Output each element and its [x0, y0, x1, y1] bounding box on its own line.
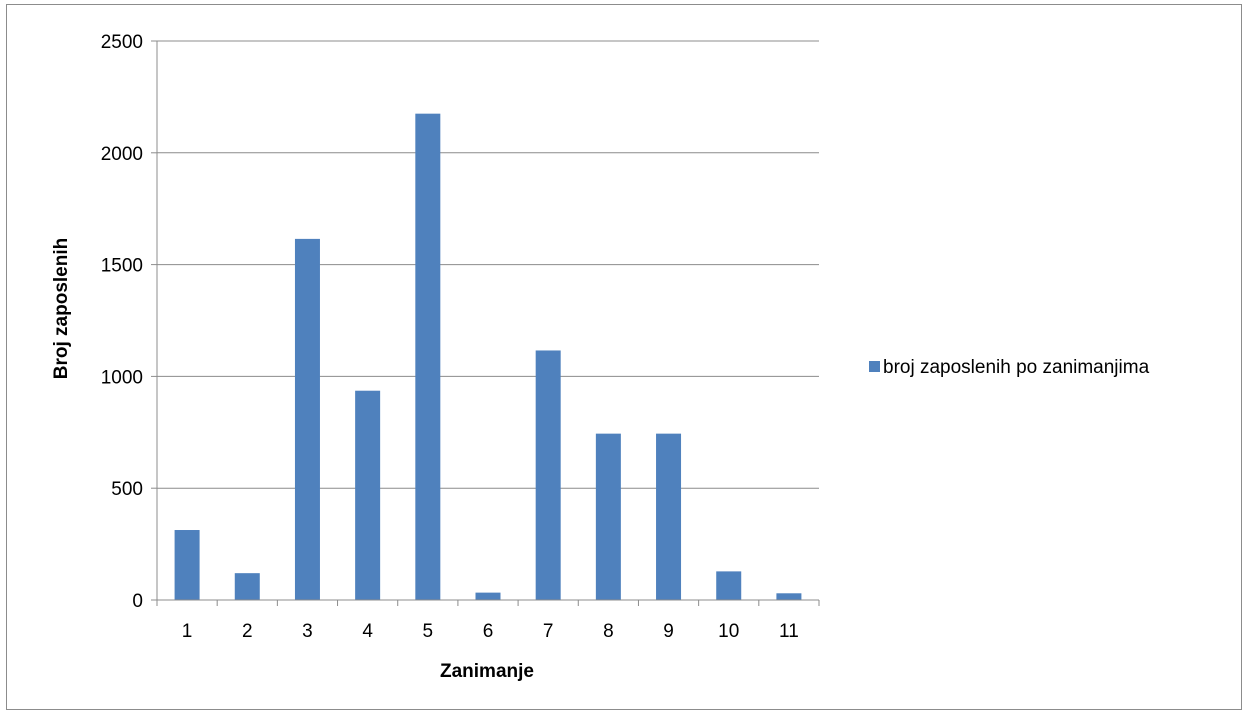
- gridlines: [151, 40, 819, 601]
- bar: [355, 390, 381, 600]
- y-tick-label: 1000: [101, 367, 143, 388]
- x-tick-label: 5: [423, 621, 434, 642]
- x-tick-label: 1: [182, 621, 193, 642]
- x-tick-label: 8: [603, 621, 614, 642]
- bar: [234, 573, 260, 600]
- x-tick-label: 9: [663, 621, 674, 642]
- y-tick-labels: 0 500 1000 1500 2000 2500: [101, 32, 143, 612]
- x-tick-label: 3: [302, 621, 313, 642]
- legend: broj zaposlenih po zanimanjima: [869, 357, 1150, 378]
- x-tick-label: 11: [779, 621, 799, 642]
- x-tick-label: 2: [242, 621, 253, 642]
- x-tick-label: 10: [718, 621, 739, 642]
- bar: [475, 592, 501, 600]
- x-tick-label: 6: [483, 621, 494, 642]
- legend-label: broj zaposlenih po zanimanjima: [883, 357, 1150, 378]
- axes: [156, 41, 820, 606]
- x-axis-title: Zanimanje: [440, 661, 534, 682]
- bar: [716, 571, 742, 600]
- x-tick-label: 7: [543, 621, 554, 642]
- bar: [656, 433, 682, 600]
- x-tick-label: 4: [362, 621, 373, 642]
- bar: [174, 530, 200, 600]
- y-tick-label: 0: [132, 591, 143, 612]
- y-tick-label: 1500: [101, 256, 143, 277]
- chart-frame: 0 500 1000 1500 2000 2500 1 2 3 4 5 6 7 8 9 10 11 Broj …: [6, 4, 1242, 710]
- bar: [294, 238, 320, 601]
- bar: [415, 113, 441, 601]
- bar: [595, 433, 621, 600]
- bars: [174, 113, 802, 601]
- y-tick-label: 2500: [101, 32, 143, 53]
- y-tick-label: 2000: [101, 144, 143, 165]
- bar: [776, 593, 802, 600]
- bar: [535, 350, 561, 600]
- bar-chart: 0 500 1000 1500 2000 2500 1 2 3 4 5 6 7 8 9 10 11 Broj …: [51, 32, 1150, 682]
- legend-swatch: [869, 361, 880, 372]
- y-axis-title: Broj zaposlenih: [51, 238, 72, 379]
- y-tick-label: 500: [111, 479, 143, 500]
- x-tick-labels: 1 2 3 4 5 6 7 8 9 10 11: [182, 621, 799, 642]
